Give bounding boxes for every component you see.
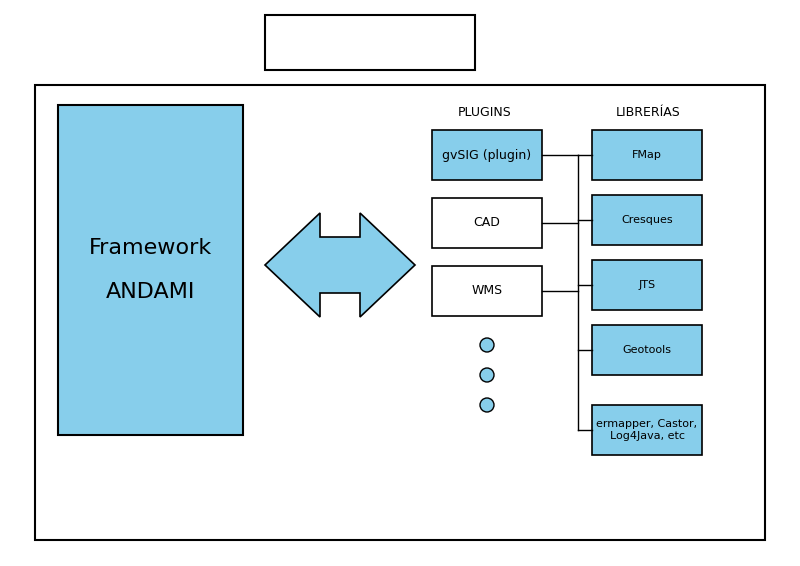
Bar — [592, 130, 702, 180]
Circle shape — [480, 338, 494, 352]
Text: LIBRERÍAS: LIBRERÍAS — [616, 105, 680, 118]
Text: gvSIG (plugin): gvSIG (plugin) — [442, 148, 531, 161]
Text: CAD: CAD — [474, 217, 501, 229]
Text: Cresques: Cresques — [621, 215, 673, 225]
Text: ermapper, Castor,
Log4Java, etc: ermapper, Castor, Log4Java, etc — [597, 419, 698, 441]
Bar — [592, 260, 702, 310]
Polygon shape — [265, 213, 415, 317]
Bar — [432, 130, 542, 180]
Text: PLUGINS: PLUGINS — [458, 105, 512, 118]
Bar — [265, 15, 475, 70]
Text: Framework: Framework — [89, 238, 212, 258]
Bar — [592, 405, 702, 455]
Text: ANDAMI: ANDAMI — [106, 282, 195, 302]
Text: JTS: JTS — [638, 280, 655, 290]
Bar — [58, 105, 243, 435]
Text: FMap: FMap — [632, 150, 662, 160]
Bar — [432, 198, 542, 248]
Bar — [592, 325, 702, 375]
Text: WMS: WMS — [471, 285, 502, 298]
Text: Geotools: Geotools — [622, 345, 671, 355]
Bar — [432, 266, 542, 316]
Bar — [592, 195, 702, 245]
Text: gvSIG: gvSIG — [274, 32, 342, 53]
Bar — [35, 85, 765, 540]
Text: (aplicación): (aplicación) — [342, 32, 470, 53]
Circle shape — [480, 398, 494, 412]
Circle shape — [480, 368, 494, 382]
